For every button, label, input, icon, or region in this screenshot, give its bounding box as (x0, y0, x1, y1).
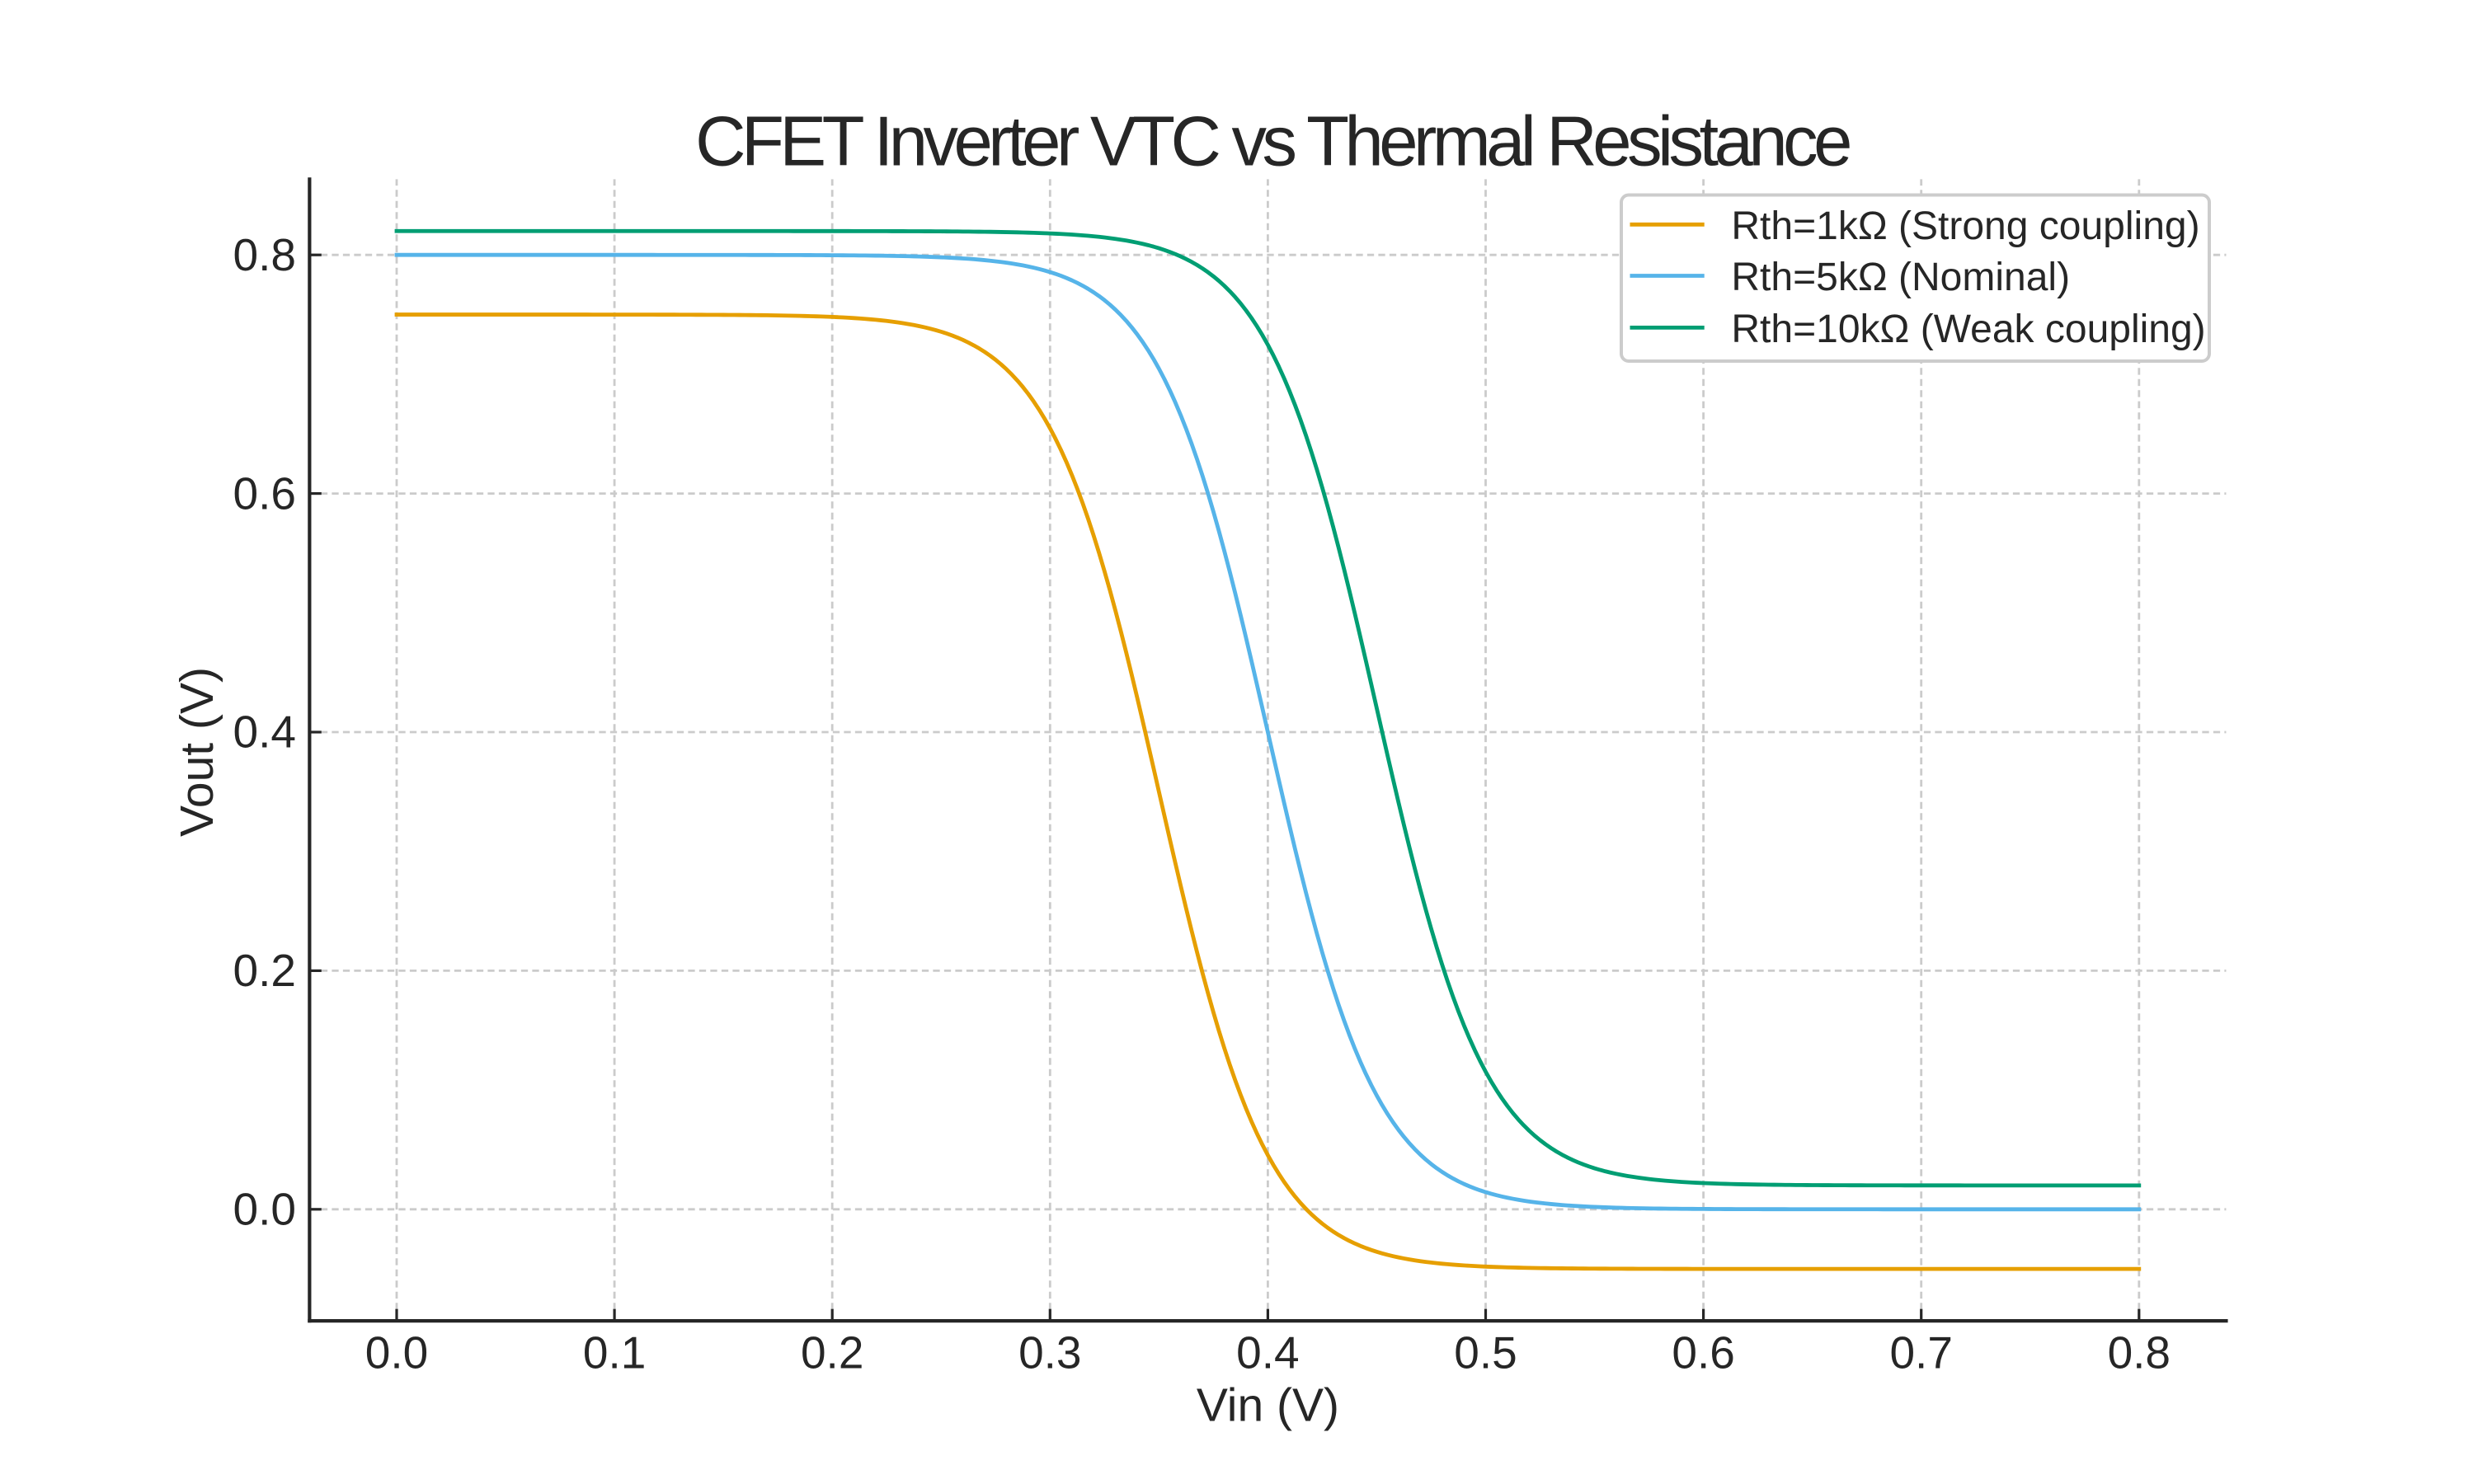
svg-text:Vin (V): Vin (V) (1197, 1379, 1339, 1432)
svg-text:0.0: 0.0 (233, 1184, 296, 1235)
svg-text:Rth=1kΩ (Strong coupling): Rth=1kΩ (Strong coupling) (1731, 204, 2199, 248)
svg-text:0.8: 0.8 (2108, 1327, 2171, 1378)
svg-text:0.2: 0.2 (801, 1327, 863, 1378)
svg-text:CFET Inverter VTC vs Thermal R: CFET Inverter VTC vs Thermal Resistance (695, 102, 1850, 181)
svg-text:0.2: 0.2 (233, 945, 296, 996)
svg-text:0.7: 0.7 (1889, 1327, 1952, 1378)
svg-text:0.1: 0.1 (583, 1327, 646, 1378)
svg-text:Rth=10kΩ (Weak coupling): Rth=10kΩ (Weak coupling) (1731, 308, 2205, 351)
svg-text:0.0: 0.0 (365, 1327, 428, 1378)
svg-text:0.4: 0.4 (233, 707, 296, 758)
svg-text:0.6: 0.6 (233, 467, 296, 519)
svg-text:Rth=5kΩ (Nominal): Rth=5kΩ (Nominal) (1731, 256, 2070, 299)
svg-text:Vout (V): Vout (V) (171, 667, 223, 837)
svg-text:0.4: 0.4 (1236, 1327, 1299, 1378)
svg-text:0.5: 0.5 (1454, 1327, 1517, 1378)
svg-text:0.6: 0.6 (1672, 1327, 1734, 1378)
svg-text:0.3: 0.3 (1018, 1327, 1081, 1378)
svg-text:0.8: 0.8 (233, 229, 296, 280)
